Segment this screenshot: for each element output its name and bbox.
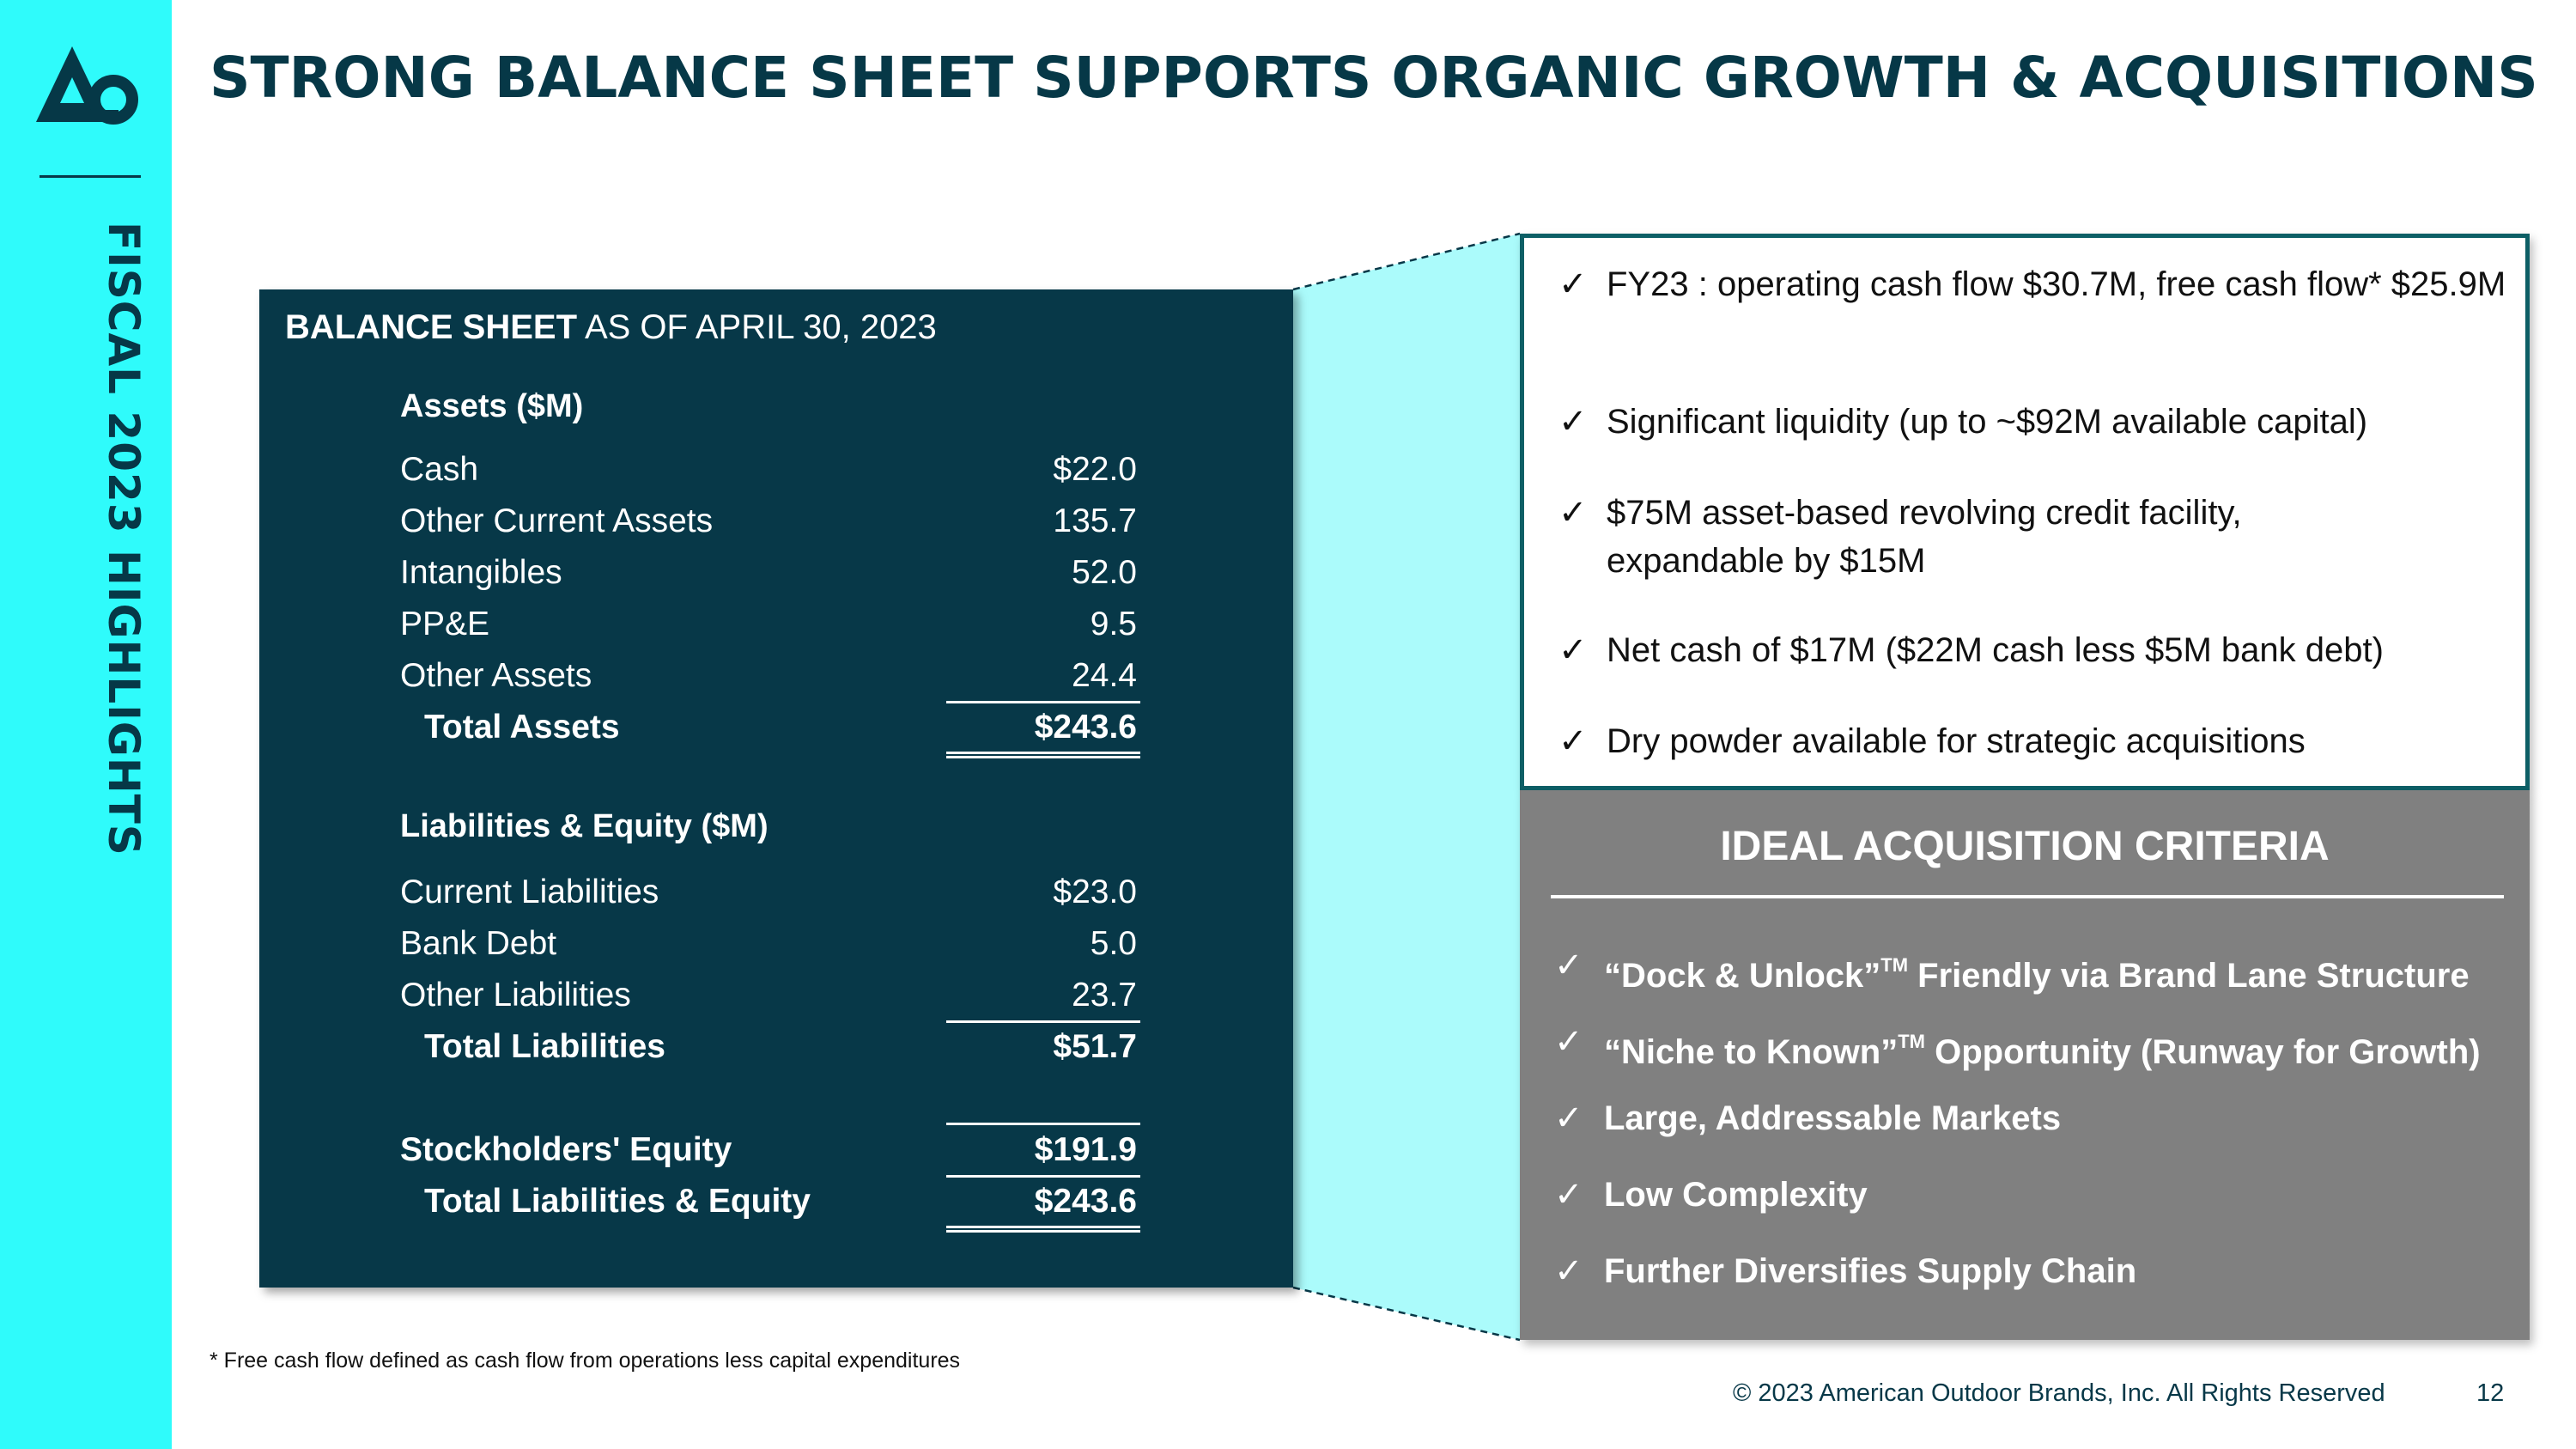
subtotal-rule xyxy=(946,701,1140,703)
table-row: Cash $22.0 xyxy=(400,451,1137,488)
acquisition-criteria-title: IDEAL ACQUISITION CRITERIA xyxy=(1720,824,2330,869)
checkmark-icon: ✓ xyxy=(1554,1252,1583,1290)
table-row: Current Liabilities $23.0 xyxy=(400,874,1137,910)
table-row: Bank Debt 5.0 xyxy=(400,925,1137,962)
table-row: Other Current Assets 135.7 xyxy=(400,502,1137,539)
balance-sheet-panel: BALANCE SHEET AS OF APRIL 30, 2023 Asset… xyxy=(259,289,1293,1288)
table-row: Other Assets 24.4 xyxy=(400,657,1137,694)
sidebar: FISCAL 2023 HIGHLIGHTS xyxy=(0,0,172,1449)
checkmark-icon: ✓ xyxy=(1558,494,1588,532)
table-row: Other Liabilities 23.7 xyxy=(400,977,1137,1014)
checkmark-icon: ✓ xyxy=(1554,1023,1583,1061)
sidebar-divider xyxy=(39,175,141,178)
checkmark-icon: ✓ xyxy=(1558,631,1588,669)
total-assets-row: Total Assets $243.6 xyxy=(424,709,1137,746)
checkmark-icon: ✓ xyxy=(1554,947,1583,984)
checkmark-icon: ✓ xyxy=(1558,722,1588,760)
sidebar-section-label: FISCAL 2023 HIGHLIGHTS xyxy=(99,222,149,856)
checkmark-icon: ✓ xyxy=(1554,1099,1583,1137)
equity-top-rule xyxy=(946,1123,1140,1125)
page-number: 12 xyxy=(2476,1379,2505,1407)
company-logo-icon xyxy=(36,46,138,125)
subtotal-rule xyxy=(946,1020,1140,1023)
balance-sheet-heading: BALANCE SHEET AS OF APRIL 30, 2023 xyxy=(285,308,937,346)
subtotal-rule xyxy=(946,1175,1140,1178)
highlights-box: ✓ FY23 : operating cash flow $30.7M, fre… xyxy=(1520,234,2530,790)
page-title: STRONG BALANCE SHEET SUPPORTS ORGANIC GR… xyxy=(210,45,2538,111)
liabilities-header: Liabilities & Equity ($M) xyxy=(400,808,769,844)
checkmark-icon: ✓ xyxy=(1558,265,1588,303)
stockholders-equity-row: Stockholders' Equity $191.9 xyxy=(400,1131,1137,1168)
table-row: Intangibles 52.0 xyxy=(400,554,1137,591)
total-liabilities-row: Total Liabilities $51.7 xyxy=(424,1028,1137,1065)
checkmark-icon: ✓ xyxy=(1554,1176,1583,1214)
acquisition-criteria-box: IDEAL ACQUISITION CRITERIA ✓ “Dock & Unl… xyxy=(1520,790,2530,1340)
assets-header: Assets ($M) xyxy=(400,388,584,424)
copyright-notice: © 2023 American Outdoor Brands, Inc. All… xyxy=(1733,1379,2385,1407)
total-double-rule xyxy=(946,1226,1140,1233)
checkmark-icon: ✓ xyxy=(1558,403,1588,441)
total-double-rule xyxy=(946,752,1140,758)
acquisition-divider xyxy=(1551,895,2504,898)
total-liabilities-equity-row: Total Liabilities & Equity $243.6 xyxy=(424,1183,1137,1220)
footnote: * Free cash flow defined as cash flow fr… xyxy=(210,1349,961,1373)
table-row: PP&E 9.5 xyxy=(400,606,1137,642)
